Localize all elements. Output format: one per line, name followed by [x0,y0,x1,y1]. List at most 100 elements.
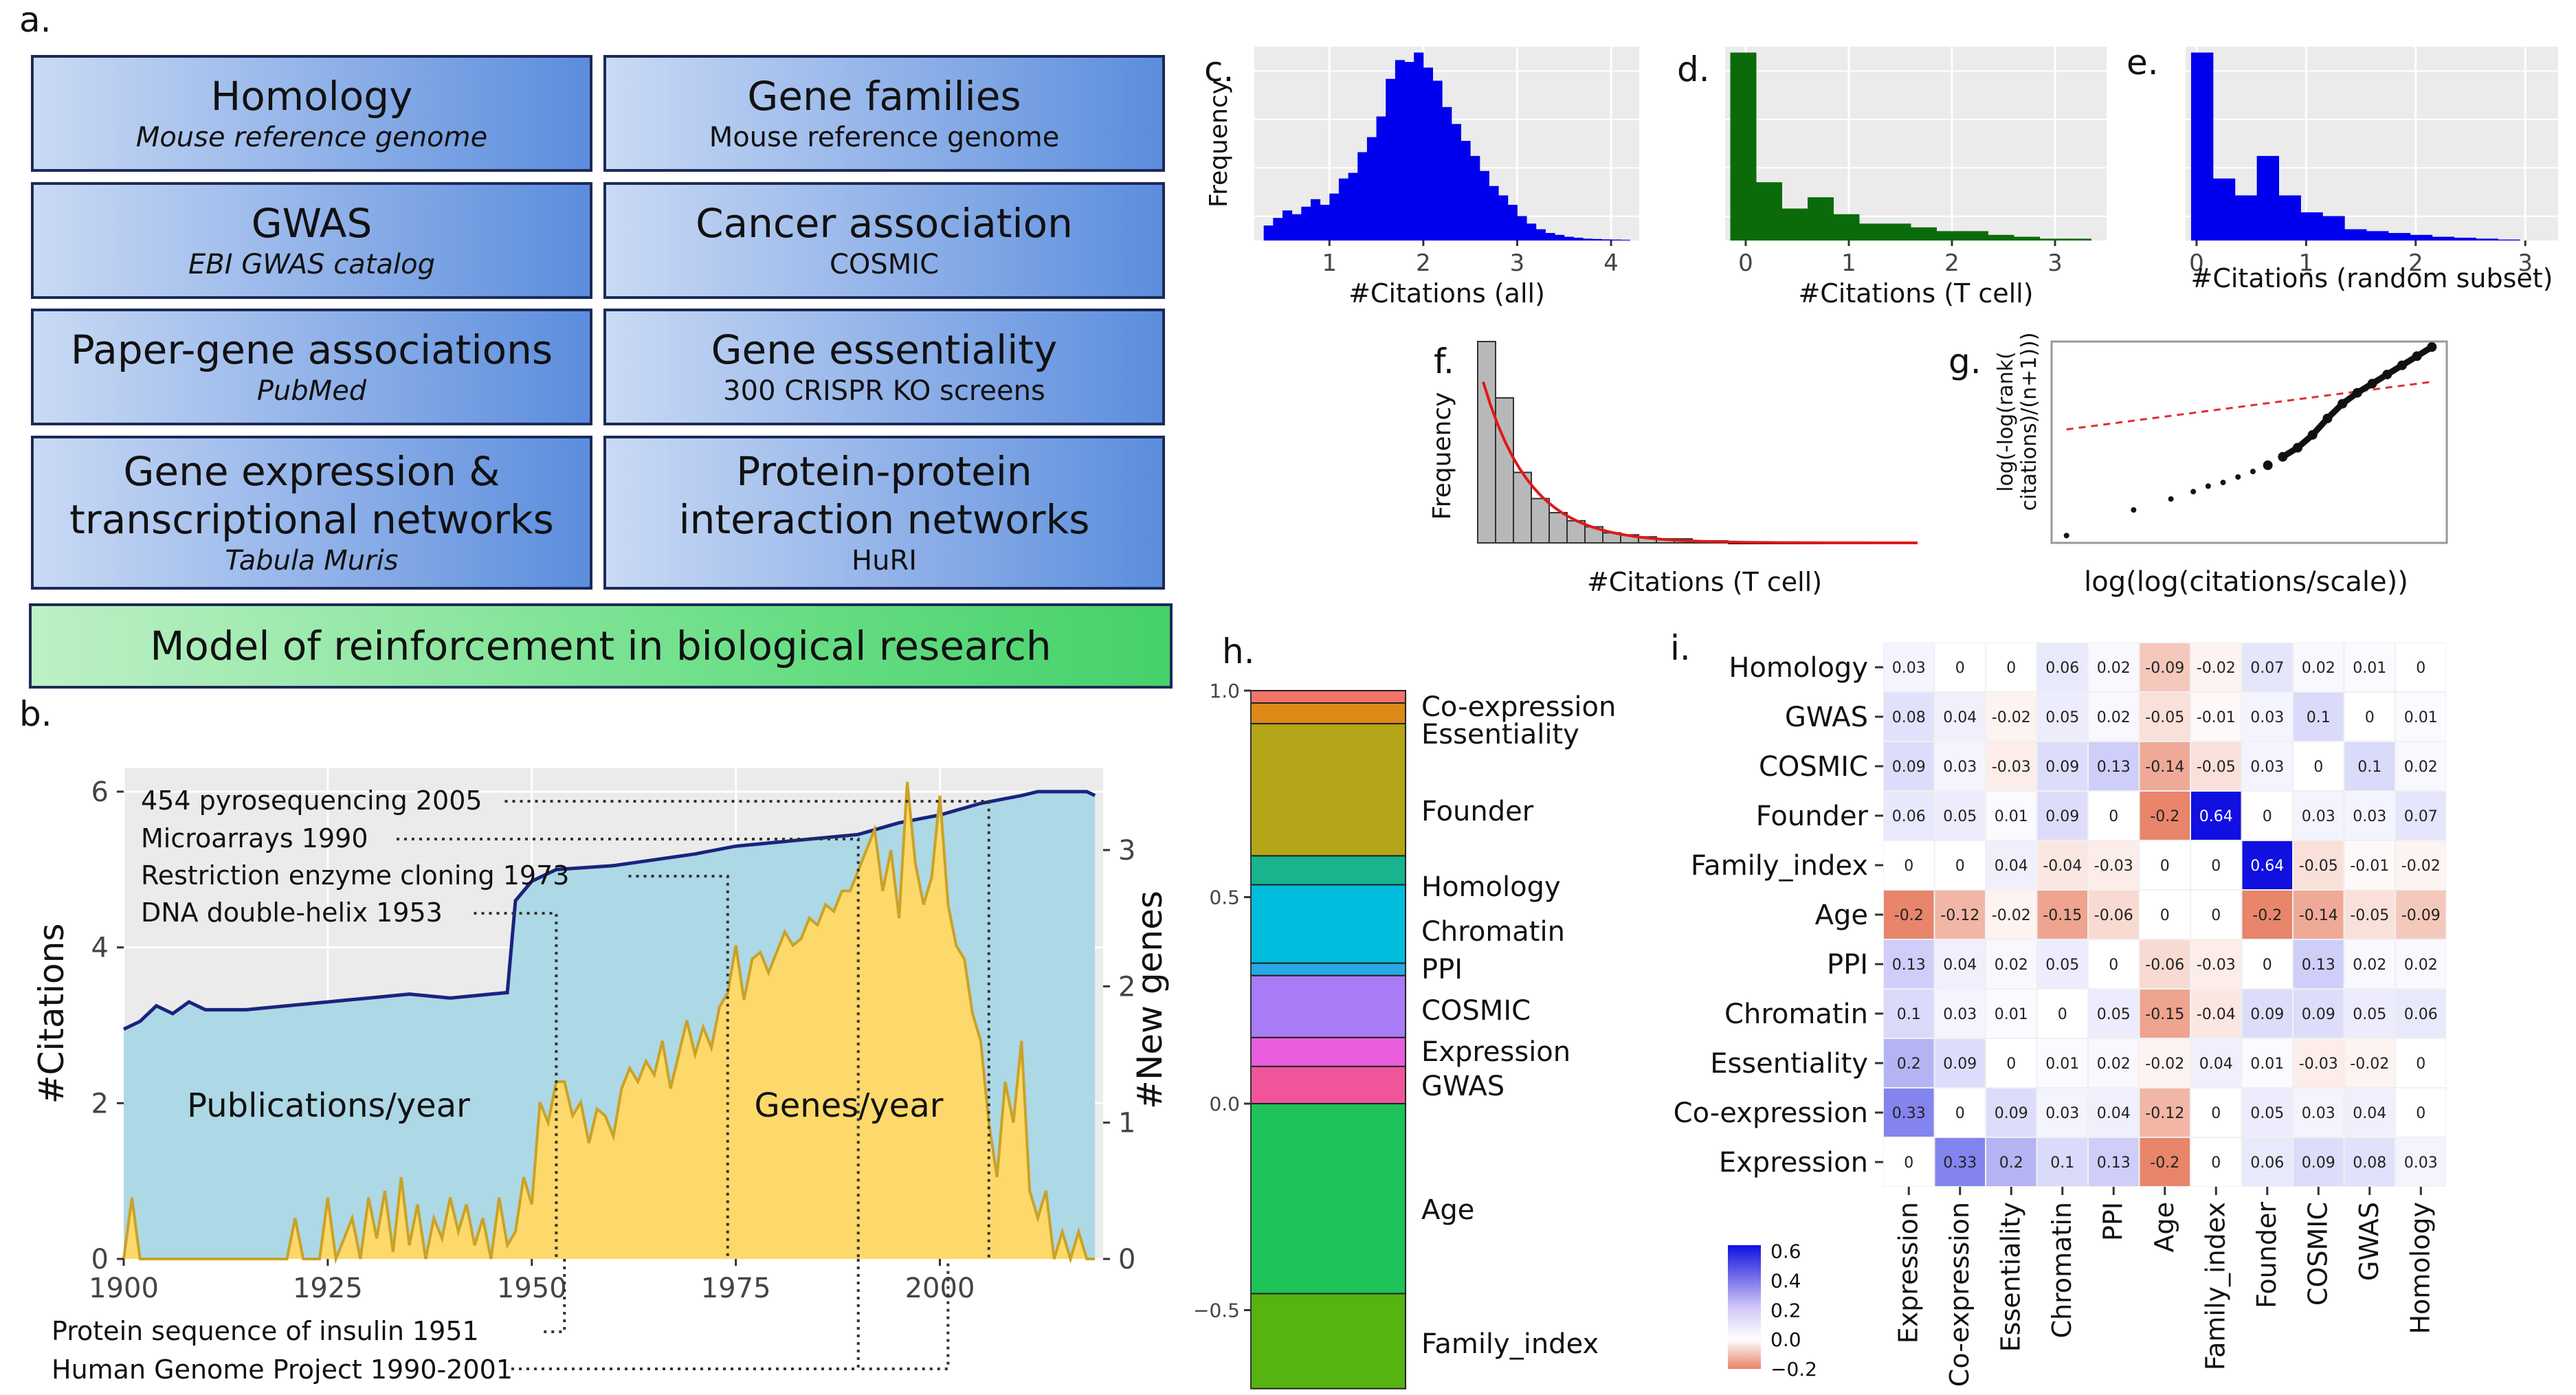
heatmap-value: 0.02 [1995,957,2028,974]
heatmap-cell [2037,841,2087,889]
heatmap-cell [2089,792,2139,840]
stacked-segment [1250,855,1406,886]
stacked-segment [1250,702,1406,725]
heatmap-value: 0.64 [2199,808,2233,825]
histogram-bar [1833,214,1860,241]
heatmap-row-label: COSMIC [1759,751,1868,783]
histogram-bar [1477,341,1496,544]
heatmap-cell [2396,792,2446,840]
heatmap-cell [2140,1089,2190,1137]
heatmap-value: 0.03 [1943,1006,1977,1023]
histogram-bar [2190,52,2214,241]
colorbar [1728,1245,1761,1369]
heatmap-value: -0.03 [1992,759,2031,776]
heatmap-value: -0.04 [2197,1006,2236,1023]
heatmap-value: 0.05 [2250,1105,2284,1122]
source-box-subtitle: EBI GWAS catalog [188,249,435,280]
heatmap-cell [2140,742,2190,790]
source-box-subtitle: Mouse reference genome [135,122,488,153]
heatmap-value: 0 [2006,660,2016,677]
segment-label: Chromatin [1421,916,1565,948]
heatmap-cell [2037,1138,2087,1186]
histogram-bar [1936,231,1963,241]
x-tick-label: 4 [1603,249,1619,277]
heatmap-cell [2294,940,2344,988]
heatmap-cell [2396,693,2446,741]
heatmap-cell [2140,891,2190,939]
colorbar-tick-label: 0.4 [1770,1269,1801,1292]
panel-letter: g. [1948,342,1981,381]
histogram-bar [2256,155,2279,241]
event-connector [856,1259,950,1370]
histogram-bar [1357,152,1368,241]
publications-label: Publications/year [187,1086,470,1125]
heatmap-value: 0.02 [2302,660,2335,677]
heatmap-value: 0.04 [2353,1105,2386,1122]
source-box-title: Gene essentiality [711,326,1058,373]
histogram-bar [1507,205,1518,241]
heatmap-cell [2344,742,2395,790]
histogram-bar [1620,239,1630,241]
colorbar-tick-label: −0.2 [1770,1358,1817,1381]
heatmap-cell [2396,940,2446,988]
event-annotation: 454 pyrosequencing 2005 [141,785,482,816]
histogram-bar [2410,234,2433,241]
heatmap-cell [2294,742,2344,790]
genes-area [124,781,1096,1259]
histogram-bar [1495,397,1514,544]
heatmap-value: -0.02 [1992,709,2031,726]
heatmap-cell [2344,1089,2395,1137]
y-tick-label: 6 [91,777,109,808]
y-axis-label: #Citations [32,924,71,1104]
y-axis-label: Frequency [1205,80,1233,208]
heatmap-col-label: COSMIC [2302,1202,2333,1306]
y-axis-label: citations)/(n+1))) [2017,333,2041,511]
scatter-point [2235,474,2241,480]
heatmap-cell [1935,940,1985,988]
heatmap-value: -0.14 [2145,759,2184,776]
histogram-bar [2366,231,2389,241]
heatmap-cell [2089,1138,2139,1186]
heatmap-value: 0.06 [1892,808,1926,825]
heatmap-value: 0.02 [2097,709,2131,726]
x-axis-label: #Citations (T cell) [1798,278,2033,309]
heatmap-value: -0.02 [2401,858,2441,875]
histogram-bar [2476,238,2498,241]
heatmap-value: -0.02 [1992,907,2031,924]
heatmap-row-label: Essentiality [1710,1048,1868,1080]
histogram-bar [2322,216,2345,241]
heatmap-col-label: Essentiality [1995,1202,2025,1352]
scatter-point [2168,496,2174,502]
heatmap-value: 0.1 [2357,759,2381,776]
histogram-bar [1513,471,1532,544]
source-box-subtitle: PubMed [256,375,367,407]
histogram-bar [1263,225,1274,241]
heatmap-value: 0.09 [2302,1154,2335,1172]
heatmap-cell [2089,742,2139,790]
heatmap-col-label: Homology [2405,1202,2435,1335]
heatmap-value: 0.01 [2353,660,2386,677]
heatmap-cell [2140,643,2190,691]
heatmap-value: -0.2 [2150,1154,2179,1172]
heatmap-value: 0.01 [1995,1006,2028,1023]
histogram-bar [1451,124,1461,241]
heatmap-cell [1986,891,2036,939]
stacked-segment [1250,690,1406,704]
y-tick-label: 4 [91,933,109,964]
heatmap-cell [2396,643,2446,691]
heatmap-cell [1986,1138,2036,1186]
heatmap-value: 0.09 [1943,1056,1977,1073]
heatmap-value: 0 [2211,907,2221,924]
histogram-bar [1376,116,1386,241]
heatmap-value: 0 [2365,709,2375,726]
heatmap-value: 0 [1955,660,1965,677]
heatmap-value: -0.02 [2197,660,2236,677]
heatmap-value: 0.06 [2045,660,2079,677]
heatmap-cell [2037,990,2087,1038]
source-box-title: Gene expression & transcriptional networ… [69,448,554,543]
heatmap-row-label: Co-expression [1674,1097,1868,1129]
heatmap-cell [1884,742,1934,790]
heatmap-cell [2037,1089,2087,1137]
heatmap-cell [2396,990,2446,1038]
